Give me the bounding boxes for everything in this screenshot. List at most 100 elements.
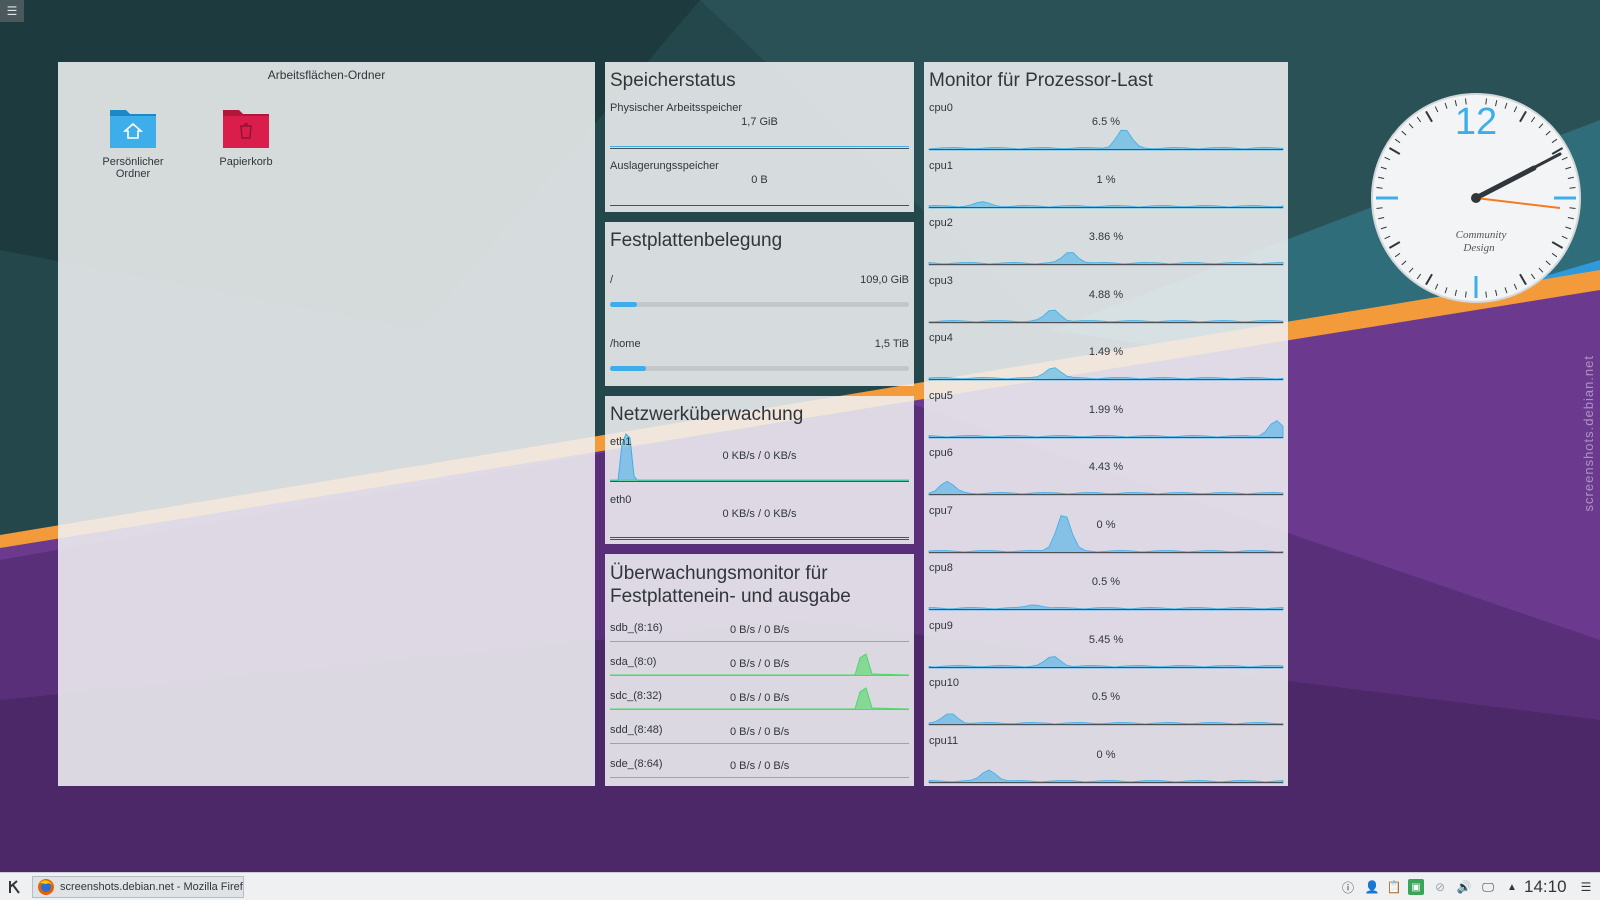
cpu-load-graph [928,604,1284,611]
clock-tick [1561,156,1568,161]
physical-memory-value: 1,7 GiB [741,116,778,128]
cpu-load-graph [928,768,1284,783]
trash-shortcut[interactable]: Papierkorb [201,104,291,168]
cpu-monitor-widget: Monitor für Prozessor-Last cpu0 6.5 % cpu1… [924,62,1288,786]
clock-tick [1384,156,1391,161]
clock-tick [1530,116,1536,123]
clock-tick [1513,283,1518,290]
hamburger-menu-icon[interactable]: ☰ [1580,880,1592,894]
cpu-load-graph [928,514,1284,553]
display-icon[interactable]: 🖵 [1482,879,1494,894]
clock-tick [1388,147,1401,155]
disk-io-device-value: 0 B/s / 0 B/s [730,760,790,772]
cpu-value: 0 % [1096,748,1116,761]
cpu-label: cpu0 [929,102,953,114]
clock-tick [1545,130,1551,136]
cpu-label: cpu4 [929,332,953,344]
clock-tick [1545,260,1551,266]
clock-tick [1530,273,1536,280]
cpu-load-graph [928,252,1284,266]
clock-tick [1551,252,1558,258]
home-folder-icon [110,110,156,148]
eth1-label: eth1 [610,436,632,448]
clock-tick [1551,138,1558,144]
physical-memory-label: Physischer Arbeitsspeicher [610,102,743,114]
eth0-value: 0 KB/s / 0 KB/s [722,508,797,520]
disk-io-device-graph [610,687,910,710]
physical-memory-baseline [610,148,909,149]
clock-tick [1388,241,1401,249]
clock-tick [1465,291,1467,298]
cpu-label: cpu9 [929,619,953,632]
taskbar-clock[interactable]: 14:10 [1524,877,1567,896]
disk-io-device-value: 0 B/s / 0 B/s [730,692,790,704]
cpu-load-graph [928,129,1284,151]
physical-memory-graph [610,146,909,147]
folder-view-widget: Arbeitsflächen-Ordner Persönlicher Ordne… [58,62,595,786]
clock-tick [1416,273,1422,280]
clock-tick [1567,176,1574,179]
clock-tick [1401,260,1407,266]
clock-tick [1444,102,1448,109]
clock-tick [1513,106,1518,113]
clock-tick [1519,110,1527,123]
clock-tick [1495,100,1498,107]
application-launcher-button[interactable] [5,877,25,897]
home-folder-shortcut[interactable]: Persönlicher Ordner [88,104,178,180]
clipboard-icon[interactable]: 📋 [1386,880,1402,894]
clock-tick [1394,138,1401,144]
eth0-baseline [610,539,909,540]
swap-label: Auslagerungsspeicher [610,160,719,172]
clock-center [1471,193,1481,203]
folder-view-title: Arbeitsflächen-Ordner [267,68,386,82]
clock-tick [1425,110,1433,123]
disk-io-device-label: sdd_(8:48) [610,724,663,736]
network-monitor-widget: Netzwerküberwachung eth1 0 KB/s / 0 KB/s… [605,396,914,544]
disk-io-device-label: sdc_(8:32) [610,690,662,702]
cpu-load-graph [928,367,1284,381]
disk-io-title-line1: Überwachungsmonitor für [610,563,828,584]
kde-logo-icon [9,880,20,894]
clock-tick [1561,235,1568,240]
cpu-value: 4.43 % [1088,461,1124,473]
clock-tick [1376,187,1383,189]
disk-root-bar [610,302,909,307]
disk-io-device-value: 0 B/s / 0 B/s [730,624,790,636]
clock-tick [1394,252,1401,258]
eth1-value: 0 KB/s / 0 KB/s [722,450,797,462]
clock-tick [1378,176,1385,179]
clock-tick [1519,273,1527,286]
disk-root-value: 109,0 GiB [860,274,909,286]
cpu-load-graph [928,200,1284,208]
trash-label: Papierkorb [219,156,273,168]
home-folder-label: Persönlicher Ordner [102,156,164,180]
clock-tick [1495,289,1498,296]
disk-io-device-label: sda_(8:0) [610,656,657,668]
user-icon[interactable]: 👤 [1364,880,1380,894]
menu-icon: ☰ [6,4,18,18]
cpu-label: cpu2 [929,217,953,229]
clock-tick [1416,116,1422,123]
updates-icon[interactable]: ▣ [1408,879,1424,895]
analog-clock-widget: 12 Community Design [1371,93,1581,303]
cpu-label: cpu10 [929,677,959,689]
cpu-label: cpu5 [929,389,953,402]
info-icon[interactable]: ⓘ [1341,880,1354,895]
cpu-load-graph [928,713,1284,726]
cpu-label: cpu3 [929,274,953,287]
network-icon[interactable]: ⊘ [1434,880,1446,894]
cpu-label: cpu1 [929,159,953,172]
clock-tick [1401,130,1407,136]
memory-status-widget: Speicherstatus Physischer Arbeitsspeiche… [605,62,914,212]
disk-io-device-label: sde_(8:64) [610,758,663,770]
desktop-toolbox-button[interactable]: ☰ [0,0,24,22]
clock-tick [1434,106,1439,113]
disk-io-title-line2: Festplattenein- und ausgabe [610,586,851,607]
clock-tick [1485,291,1487,298]
volume-icon[interactable]: 🔊 [1456,880,1472,894]
disk-root-label: / [610,274,614,286]
expand-tray-icon[interactable]: ▲ [1507,881,1517,893]
taskbar-task-firefox[interactable]: screenshots.debian.net - Mozilla Firef [32,876,244,898]
cpu-value: 6.5 % [1091,116,1121,128]
disk-home-label: /home [610,338,641,350]
